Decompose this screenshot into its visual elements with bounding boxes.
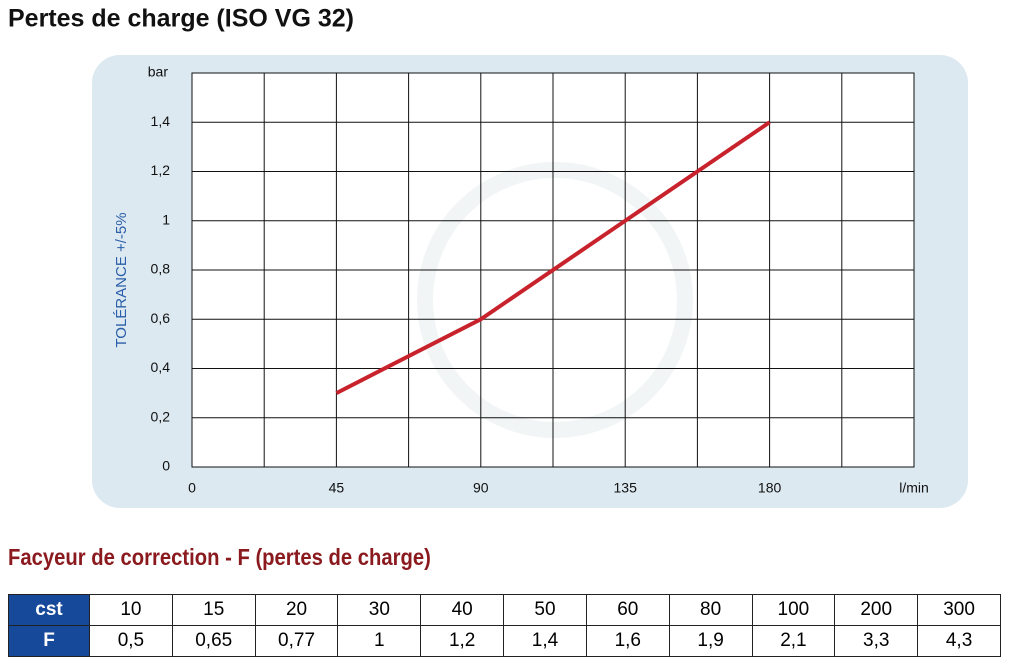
- y-tick-label: 0,8: [151, 261, 171, 277]
- table-cell: 1: [337, 625, 422, 657]
- table-cell: 1,4: [503, 625, 587, 657]
- chart: Pertes de charge (ISO VG 32) TOLÉRANCE +…: [8, 5, 968, 508]
- table-row: F 0,5 0,65 0,77 1 1,2 1,4 1,6 1,9 2,1 3,3 4,3: [8, 625, 1001, 657]
- table-cell: 4,3: [917, 625, 1001, 657]
- table-cell: 40: [420, 594, 505, 626]
- y-tick-label: 1,4: [151, 113, 171, 129]
- chart-title: Pertes de charge (ISO VG 32): [8, 5, 354, 33]
- row-header: cst: [8, 594, 90, 626]
- y-tick-label: 0: [162, 458, 170, 474]
- table-cell: 3,3: [834, 625, 919, 657]
- y-tick-label: 1: [162, 211, 170, 227]
- table-cell: 10: [89, 594, 173, 626]
- data-line: [335, 120, 771, 395]
- table-cell: 80: [668, 594, 753, 626]
- y-tick-label: 0,4: [151, 359, 171, 375]
- table-title: Facyeur de correction - F (pertes de cha…: [8, 544, 431, 570]
- table-cell: 0,65: [171, 625, 256, 657]
- y-unit: bar: [148, 64, 169, 80]
- table-cell: 100: [751, 594, 836, 626]
- table-cell: 20: [254, 594, 339, 626]
- y-tick-label: 1,2: [151, 162, 171, 178]
- x-tick-label: 135: [614, 480, 638, 496]
- table-cell: 30: [337, 594, 422, 626]
- table-cell: 60: [585, 594, 670, 626]
- x-tick-label: 45: [329, 480, 345, 496]
- table-cell: 200: [834, 594, 919, 626]
- table-cell: 15: [171, 594, 256, 626]
- plot-frame: [191, 72, 915, 468]
- table-cell: 0,77: [254, 625, 339, 657]
- watermark: [417, 162, 693, 438]
- y-tick-label: 0,6: [151, 310, 171, 326]
- y-axis-label: TOLÉRANCE +/-5%: [113, 212, 130, 347]
- y-tick-label: 0,2: [151, 408, 171, 424]
- table-cell: 0,5: [89, 625, 173, 657]
- table-cell: 1,2: [420, 625, 505, 657]
- correction-table: cst 10 15 20 30 40 50 60 80 100 200 300 F 0,5 0,65 0,77…: [8, 594, 1001, 657]
- table-cell: 2,1: [751, 625, 836, 657]
- x-tick-label: 180: [758, 480, 782, 496]
- table-cell: 50: [503, 594, 587, 626]
- table-row: cst 10 15 20 30 40 50 60 80 100 200 300: [8, 594, 1001, 626]
- table-cell: 300: [917, 594, 1001, 626]
- row-header: F: [8, 625, 90, 657]
- table-cell: 1,6: [585, 625, 670, 657]
- table-cell: 1,9: [668, 625, 753, 657]
- x-unit: l/min: [899, 480, 929, 496]
- x-tick-label: 0: [188, 480, 196, 496]
- x-tick-label: 90: [473, 480, 489, 496]
